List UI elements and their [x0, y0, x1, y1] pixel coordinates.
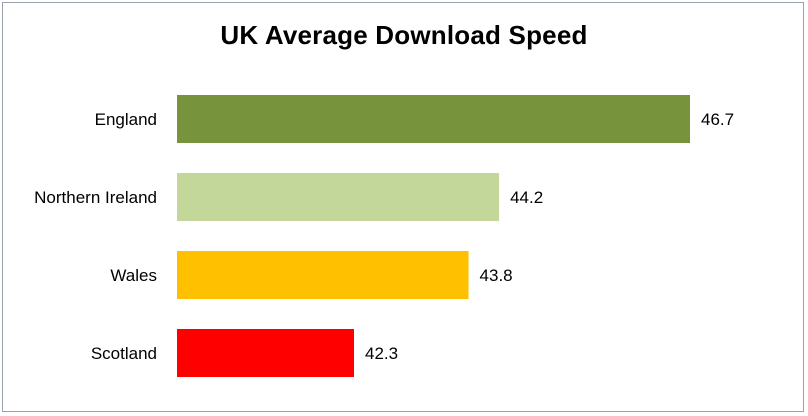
value-label-wales: 43.8: [480, 266, 513, 285]
value-label-england: 46.7: [701, 110, 734, 129]
bar-wales: [177, 251, 469, 299]
category-label-northern-ireland: Northern Ireland: [34, 188, 157, 207]
bar-scotland: [177, 329, 354, 377]
category-label-england: England: [95, 110, 157, 129]
category-label-wales: Wales: [110, 266, 157, 285]
category-label-scotland: Scotland: [91, 344, 157, 363]
bars-group: [177, 95, 690, 377]
bar-northern-ireland: [177, 173, 500, 221]
chart-title: UK Average Download Speed: [220, 20, 588, 50]
category-labels: England Northern Ireland Wales Scotland: [34, 110, 157, 363]
value-label-northern-ireland: 44.2: [510, 188, 543, 207]
bar-england: [177, 95, 690, 143]
value-label-scotland: 42.3: [365, 344, 398, 363]
value-labels: 46.7 44.2 43.8 42.3: [365, 110, 734, 363]
